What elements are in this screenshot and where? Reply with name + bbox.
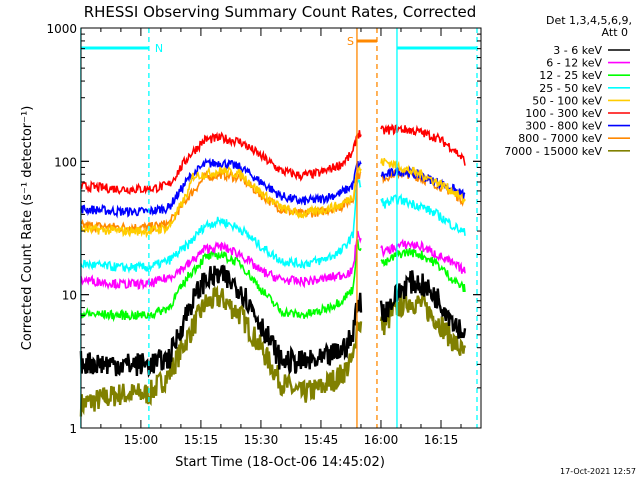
series-line-7000-15000-kev bbox=[79, 285, 467, 417]
legend-entry-label: 12 - 25 keV bbox=[539, 69, 602, 82]
generation-timestamp: 17-Oct-2021 12:57 bbox=[560, 467, 636, 476]
x-tick-label: 15:45 bbox=[304, 433, 339, 447]
x-axis: 15:00 15:15 15:30 15:45 16:00 16:15 bbox=[100, 28, 482, 447]
series-line-12-25-kev bbox=[80, 238, 466, 323]
x-tick-label: 15:15 bbox=[184, 433, 219, 447]
chart-title: RHESSI Observing Summary Count Rates, Co… bbox=[84, 3, 477, 21]
legend-entry-label: 100 - 300 keV bbox=[525, 107, 602, 120]
x-tick-label: 16:00 bbox=[364, 433, 399, 447]
y-tick-label: 10 bbox=[62, 289, 77, 303]
y-tick-label: 1 bbox=[69, 422, 77, 436]
legend-entry-label: 3 - 6 keV bbox=[553, 44, 602, 57]
legend-entry-label: 50 - 100 keV bbox=[532, 94, 602, 107]
legend-entry-label: 7000 - 15000 keV bbox=[504, 145, 602, 158]
series-line-100-300-kev bbox=[80, 123, 466, 196]
legend-entry-label: 6 - 12 keV bbox=[546, 57, 602, 70]
series-line-6-12-kev bbox=[80, 230, 466, 291]
legend-entry-label: 300 - 800 keV bbox=[525, 120, 602, 133]
series-line-25-50-kev bbox=[80, 179, 466, 274]
y-tick-label: 1000 bbox=[46, 22, 77, 36]
flag-label-s: S bbox=[347, 35, 354, 48]
flag-layer: NS bbox=[80, 35, 477, 55]
series-line-3-6-kev bbox=[79, 264, 467, 378]
x-tick-label: 16:15 bbox=[424, 433, 459, 447]
y-axis: 1 10 100 1000 bbox=[46, 22, 481, 436]
series-line-50-100-kev bbox=[80, 157, 466, 239]
legend-entry-label: 800 - 7000 keV bbox=[518, 132, 602, 145]
legend-header-line-1: Det 1,3,4,5,6,9, bbox=[546, 14, 632, 27]
x-axis-label: Start Time (18-Oct-06 14:45:02) bbox=[175, 455, 385, 470]
legend-entry-label: 25 - 50 keV bbox=[539, 82, 602, 95]
legend-header-line-2: Att 0 bbox=[602, 26, 628, 39]
flag-label-n: N bbox=[155, 42, 163, 55]
y-tick-label: 100 bbox=[54, 155, 77, 169]
x-tick-label: 15:00 bbox=[124, 433, 159, 447]
series-layer bbox=[79, 123, 467, 417]
y-axis-label: Corrected Count Rate (s⁻¹ detector⁻¹) bbox=[20, 106, 35, 351]
x-tick-label: 15:30 bbox=[244, 433, 279, 447]
